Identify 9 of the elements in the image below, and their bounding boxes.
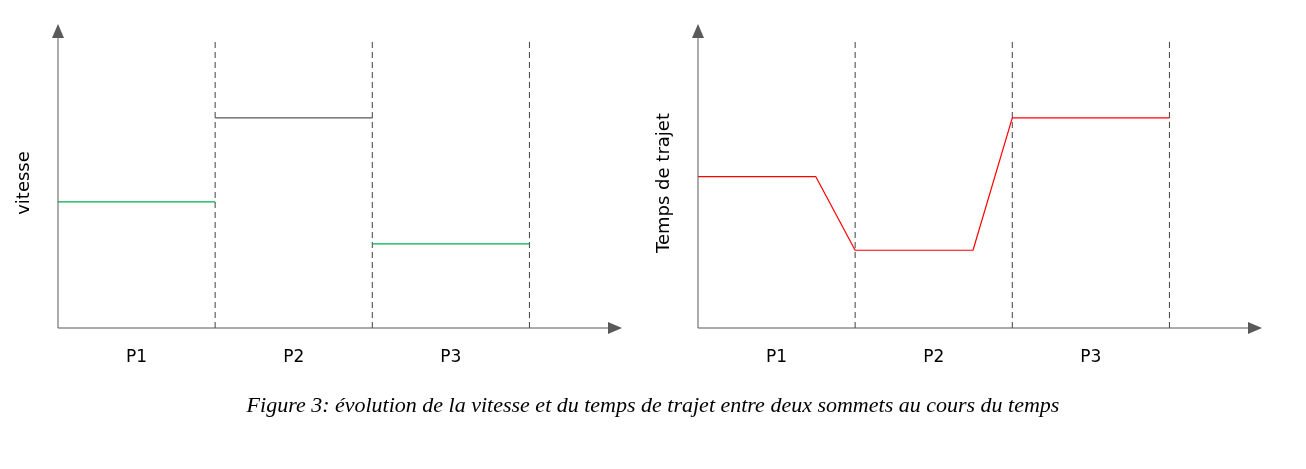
x-tick-label: P3 (1080, 346, 1102, 367)
x-tick-label: P2 (283, 346, 305, 367)
x-tick-label: P2 (923, 346, 945, 367)
caption: Figure 3: évolution de la vitesse et du temps de trajet entre deux sommets au cours du temps (245, 392, 1061, 418)
x-tick-label: P3 (440, 346, 462, 367)
y-axis-title: vitesse (12, 151, 34, 215)
y-axis-title: Temps de trajet (652, 113, 674, 254)
x-tick-label: P1 (766, 346, 788, 367)
x-tick-label: P1 (126, 346, 148, 367)
